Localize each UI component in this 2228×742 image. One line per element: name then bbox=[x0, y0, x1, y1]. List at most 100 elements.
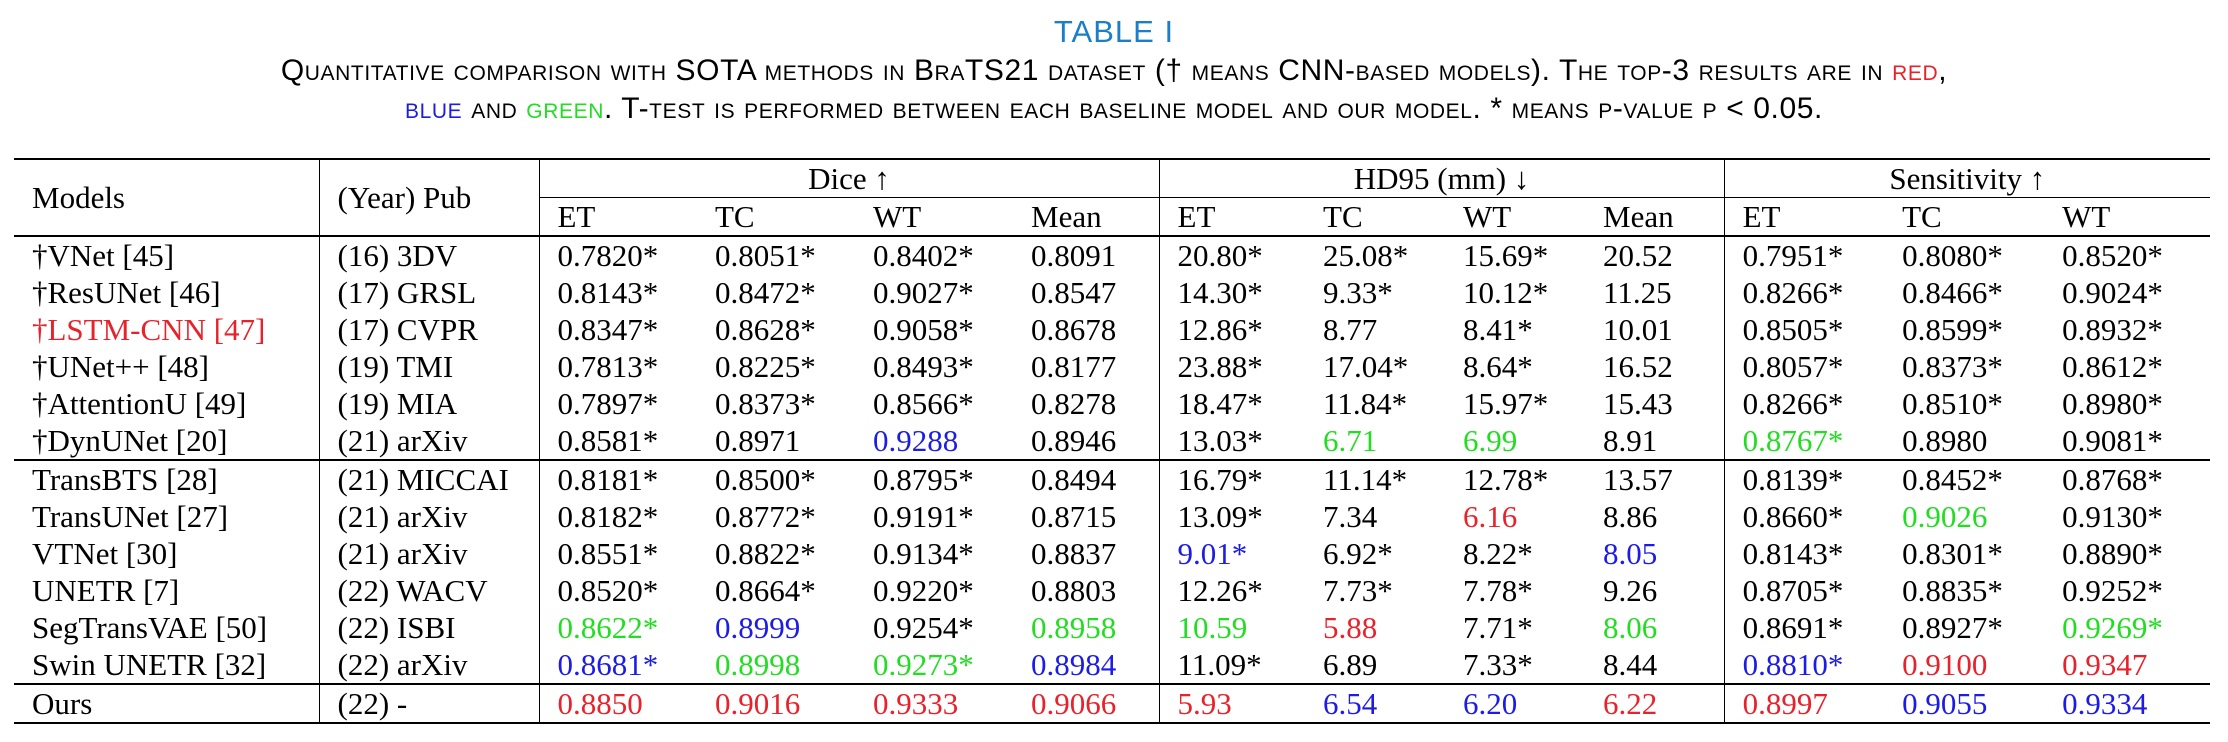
value-cell: 8.06 bbox=[1585, 609, 1725, 646]
value-cell: 0.9055 bbox=[1884, 683, 2045, 724]
value-cell: 0.8566* bbox=[873, 386, 974, 421]
value-cell: 0.7813* bbox=[557, 349, 659, 384]
value-cell: 12.26* bbox=[1177, 573, 1263, 608]
table-row: TransUNet [27] (21) arXiv 0.8182* 0.8772* 0.… bbox=[14, 498, 2210, 535]
hd95-label: HD95 (mm) ↓ bbox=[1353, 161, 1530, 196]
model-name-cell: Ours bbox=[14, 683, 320, 724]
value-cell: 6.54 bbox=[1305, 683, 1446, 724]
value-cell: 8.41* bbox=[1463, 312, 1533, 347]
value-cell: 18.47* bbox=[1177, 386, 1263, 421]
comparison-table: Models (Year) Pub Dice ↑ HD95 (mm) ↓ Sen… bbox=[14, 158, 2211, 724]
table-body: †VNet [45] (16) 3DV 0.7820* 0.8051* 0.8402* 0… bbox=[14, 235, 2211, 724]
value-cell: 0.8822* bbox=[715, 536, 816, 571]
pub-cell: (21) MICCAI bbox=[319, 459, 540, 498]
value-cell: 0.8772* bbox=[715, 499, 816, 534]
value-cell: 0.9347 bbox=[2062, 647, 2148, 682]
table-row: †VNet [45] (16) 3DV 0.7820* 0.8051* 0.8402* 0… bbox=[14, 235, 2211, 274]
value-cell: 0.9269* bbox=[2062, 610, 2163, 645]
caption-red-word: red bbox=[1892, 54, 1939, 87]
value-cell: 0.8080* bbox=[1884, 235, 2045, 274]
value-cell: 0.8510* bbox=[1902, 386, 2003, 421]
value-cell: 7.73* bbox=[1323, 573, 1393, 608]
value-cell: 0.8347* bbox=[557, 312, 659, 347]
value-cell: 8.91 bbox=[1585, 422, 1725, 460]
model-name-cell: TransUNet [27] bbox=[14, 498, 320, 535]
value-cell: 0.8664* bbox=[715, 573, 816, 608]
value-cell: 0.9288 bbox=[873, 423, 959, 458]
value-cell: 0.8266* bbox=[1742, 386, 1844, 421]
value-cell: 8.05 bbox=[1585, 535, 1725, 572]
value-cell: 25.08* bbox=[1305, 235, 1446, 274]
value-cell: 10.59 bbox=[1177, 610, 1248, 645]
pub-cell: (22) WACV bbox=[319, 572, 540, 609]
value-cell: 0.8997 bbox=[1724, 683, 1885, 724]
table-row: SegTransVAE [50] (22) ISBI 0.8622* 0.8999 0.… bbox=[14, 609, 2210, 646]
value-cell: 23.88* bbox=[1177, 349, 1263, 384]
value-cell: 0.8182* bbox=[557, 499, 659, 534]
pub-cell: (21) arXiv bbox=[319, 422, 540, 460]
header-row-groups: Models (Year) Pub Dice ↑ HD95 (mm) ↓ Sen… bbox=[14, 158, 2211, 236]
col-header-dice-tc: TC bbox=[697, 197, 855, 236]
col-header-sens-et: ET bbox=[1724, 197, 1885, 236]
value-cell: 0.8051* bbox=[697, 235, 855, 274]
value-cell: 0.8767* bbox=[1742, 423, 1844, 458]
value-cell: 0.8795* bbox=[855, 459, 1013, 498]
col-header-dice-et: ET bbox=[539, 197, 697, 236]
value-cell: 0.8810* bbox=[1742, 647, 1844, 682]
value-cell: 8.22* bbox=[1463, 536, 1533, 571]
value-cell: 0.8452* bbox=[1884, 459, 2045, 498]
value-cell: 0.8837 bbox=[1013, 535, 1160, 572]
table-caption-line-1: Quantitative comparison with SOTA method… bbox=[0, 54, 2228, 88]
value-cell: 0.8091 bbox=[1013, 235, 1160, 274]
value-cell: 15.97* bbox=[1463, 386, 1549, 421]
value-cell: 7.78* bbox=[1463, 573, 1533, 608]
value-cell: 6.71 bbox=[1323, 423, 1378, 458]
value-cell: 0.8599* bbox=[1902, 312, 2003, 347]
value-cell: 9.26 bbox=[1585, 572, 1725, 609]
value-cell: 0.8278 bbox=[1013, 385, 1160, 422]
sensitivity-label: Sensitivity ↑ bbox=[1889, 161, 2046, 196]
table-row: †LSTM-CNN [47] (17) CVPR 0.8347* 0.8628* 0.9… bbox=[14, 311, 2210, 348]
value-cell: 0.9252* bbox=[2062, 573, 2163, 608]
value-cell: 14.30* bbox=[1177, 275, 1263, 310]
value-cell: 6.16 bbox=[1463, 499, 1518, 534]
value-cell: 12.78* bbox=[1445, 459, 1586, 498]
value-cell: 0.8581* bbox=[557, 423, 659, 458]
col-header-pub: (Year) Pub bbox=[319, 158, 540, 236]
pub-cell: (16) 3DV bbox=[319, 235, 540, 274]
col-header-hd95-mean: Mean bbox=[1585, 197, 1725, 236]
value-cell: 20.80* bbox=[1159, 235, 1306, 274]
value-cell: 0.8980 bbox=[1902, 423, 1988, 458]
value-cell: 0.8622* bbox=[557, 610, 659, 645]
value-cell: 0.9220* bbox=[873, 573, 974, 608]
value-cell: 0.8139* bbox=[1724, 459, 1885, 498]
value-cell: 0.8850 bbox=[539, 683, 697, 724]
model-name-cell: †VNet [45] bbox=[14, 235, 320, 274]
caption-text-rest: . T-test is performed between each basel… bbox=[603, 92, 1823, 125]
value-cell: 0.9100 bbox=[1902, 647, 1988, 682]
value-cell: 0.9134* bbox=[873, 536, 974, 571]
value-cell: 0.8520* bbox=[2044, 235, 2211, 274]
value-cell: 15.43 bbox=[1585, 385, 1725, 422]
col-header-hd95-et: ET bbox=[1159, 197, 1306, 236]
value-cell: 10.01 bbox=[1585, 311, 1725, 348]
value-cell: 0.8715 bbox=[1013, 498, 1160, 535]
pub-cell: (22) ISBI bbox=[319, 609, 540, 646]
value-cell: 0.8980* bbox=[2062, 386, 2163, 421]
value-cell: 16.79* bbox=[1159, 459, 1306, 498]
value-cell: 0.8768* bbox=[2044, 459, 2211, 498]
value-cell: 10.12* bbox=[1463, 275, 1549, 310]
value-cell: 0.8628* bbox=[715, 312, 816, 347]
value-cell: 0.8505* bbox=[1742, 312, 1844, 347]
value-cell: 13.09* bbox=[1177, 499, 1263, 534]
value-cell: 0.9066 bbox=[1013, 683, 1160, 724]
col-header-hd95-wt: WT bbox=[1445, 197, 1586, 236]
caption-blue-word: blue bbox=[405, 92, 463, 125]
value-cell: 0.8890* bbox=[2062, 536, 2163, 571]
value-cell: 0.8971 bbox=[715, 423, 801, 458]
value-cell: 0.8678 bbox=[1013, 311, 1160, 348]
value-cell: 11.25 bbox=[1585, 274, 1725, 311]
value-cell: 0.7951* bbox=[1724, 235, 1885, 274]
value-cell: 0.8998 bbox=[715, 647, 801, 682]
value-cell: 8.64* bbox=[1463, 349, 1533, 384]
